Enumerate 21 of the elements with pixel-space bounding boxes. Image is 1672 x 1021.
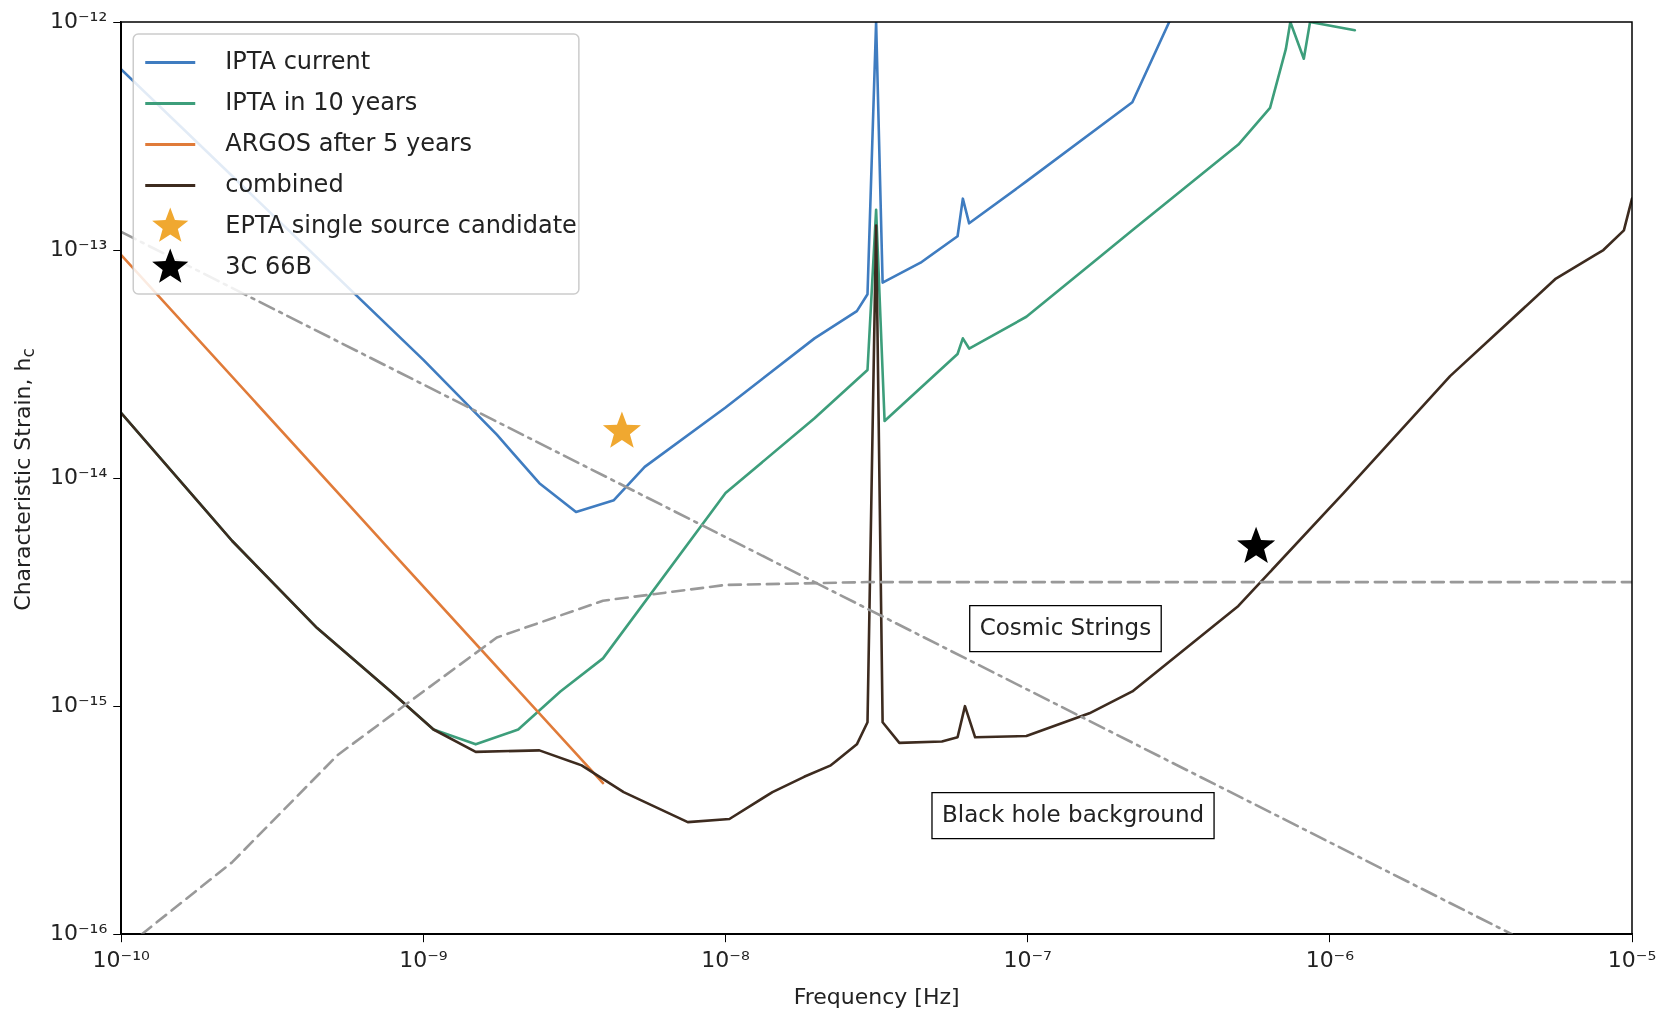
- x-tick-label: 10⁻⁶: [1305, 947, 1355, 973]
- legend-label: combined: [225, 169, 344, 198]
- y-tick-label: 10⁻¹³: [50, 235, 108, 261]
- x-tick-label: 10⁻⁹: [399, 947, 448, 973]
- legend-label: 3C 66B: [225, 251, 312, 280]
- x-axis-title: Frequency [Hz]: [793, 983, 960, 1009]
- legend-label: IPTA in 10 years: [225, 87, 418, 116]
- y-tick-label: 10⁻¹²: [50, 7, 108, 33]
- y-tick-label: 10⁻¹⁴: [50, 463, 108, 489]
- legend-label: EPTA single source candidate: [225, 210, 577, 239]
- annotation: Black hole background: [941, 800, 1205, 827]
- annotation: Cosmic Strings: [979, 613, 1152, 640]
- legend-label: ARGOS after 5 years: [225, 128, 473, 157]
- y-tick-label: 10⁻¹⁶: [50, 919, 108, 945]
- y-tick-label: 10⁻¹⁵: [50, 691, 108, 717]
- x-tick-label: 10⁻⁸: [701, 947, 750, 973]
- x-tick-label: 10⁻⁵: [1607, 947, 1657, 973]
- x-tick-label: 10⁻¹⁰: [92, 947, 151, 973]
- x-tick-label: 10⁻⁷: [1003, 947, 1052, 973]
- y-axis-title: Characteristic Strain, hc: [9, 348, 39, 611]
- legend-label: IPTA current: [225, 46, 371, 75]
